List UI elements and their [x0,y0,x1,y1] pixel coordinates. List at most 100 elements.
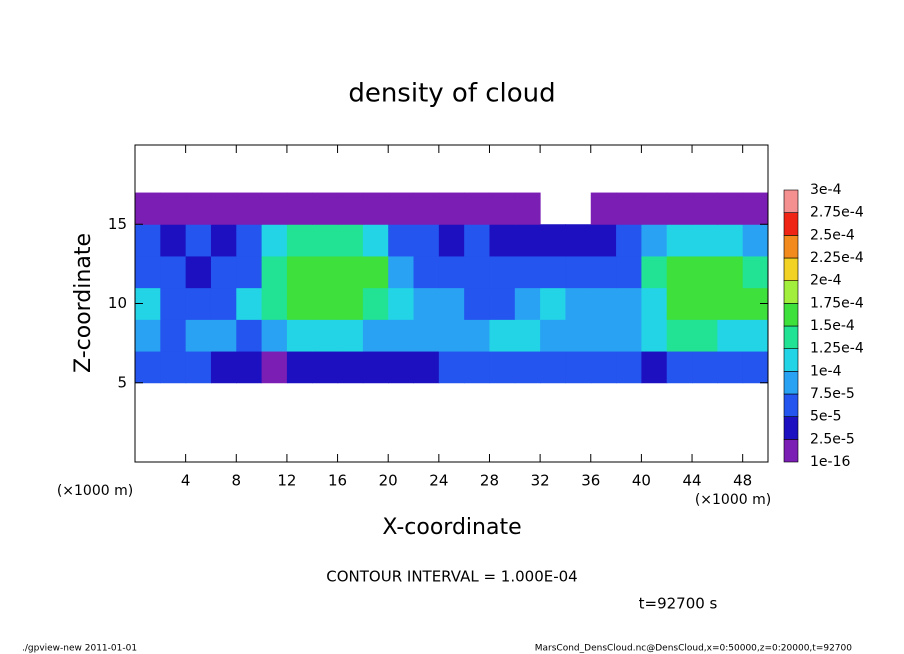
heat-cell [666,224,693,257]
footer-left: ./gpview-new 2011-01-01 [22,644,137,654]
heat-cell [160,192,187,225]
heat-cell [236,351,263,384]
heat-cell [540,224,566,257]
heat-cell [514,192,541,225]
heat-cell [540,319,566,352]
heat-cell [185,255,212,289]
heat-cell [362,319,389,352]
heat-cell [489,224,516,257]
x-axis-label: X-coordinate [382,515,521,540]
heat-cell [362,192,389,225]
heat-cell [464,224,490,257]
colorbar-label: 2e-4 [810,273,842,289]
heat-cell [185,351,212,384]
x-tick-label: 48 [733,472,752,490]
heat-cell [135,319,161,352]
heat-cell [742,255,769,289]
heat-cell [641,351,668,384]
heat-cell [210,351,237,384]
heat-cell [666,351,693,384]
heat-cell [135,351,161,384]
heat-cell [514,255,541,289]
colorbar-segment [783,303,799,327]
contour-note: CONTOUR INTERVAL = 1.000E-04 [326,568,577,586]
heat-cell [388,351,415,384]
x-unit-label: (×1000 m) [695,492,771,508]
x-tick-label: 28 [480,472,499,490]
heat-cell [540,351,566,384]
heat-cell [312,351,339,384]
heat-cell [337,319,364,352]
heat-cell [236,287,263,320]
x-tick-label: 40 [632,472,651,490]
heat-cell [362,287,389,320]
colorbar-segment [783,348,799,372]
heat-cell [185,319,212,352]
heat-cell [742,319,769,352]
heat-cell [261,192,288,225]
heat-cell [514,319,541,352]
heat-cell [286,192,313,225]
heat-cell [514,224,541,257]
heat-cell [362,351,389,384]
heat-cell [616,224,642,257]
x-tick-label: 12 [277,472,296,490]
colorbar-label: 1e-4 [810,363,842,379]
heat-cell [337,287,364,320]
heat-cell [261,351,288,384]
heat-cell [438,224,465,257]
colorbar-segment [783,416,799,440]
heat-cell [742,224,769,257]
heat-cell [388,224,415,257]
heat-cell [286,319,313,352]
heat-cell [312,319,339,352]
heat-cell [337,255,364,289]
heat-cell [185,287,212,320]
heat-cell [185,224,212,257]
heat-cell [337,192,364,225]
x-tick-label: 36 [581,472,600,490]
heat-cell [742,192,769,225]
heat-cell [717,351,744,384]
heat-cell [742,351,769,384]
heat-cell [413,351,440,384]
heat-cell [160,255,187,289]
heat-cell [489,192,516,225]
heat-cell [616,319,642,352]
heat-cell [666,255,693,289]
heat-cell [210,192,237,225]
colorbar-segment [783,257,799,281]
x-tick-label: 16 [328,472,347,490]
colorbar-label: 2.75e-4 [810,205,864,221]
heat-cell [135,192,161,225]
heat-cell [590,255,617,289]
x-tick-label: 44 [682,472,701,490]
heat-cell [413,255,440,289]
heat-cell [236,319,263,352]
heat-cell [160,287,187,320]
heat-cell [160,351,187,384]
heat-cell [413,224,440,257]
heat-cell [261,319,288,352]
heat-cell [362,224,389,257]
colorbar-label: 7.5e-5 [810,386,855,402]
heat-cell [692,319,718,352]
heat-cell [438,351,465,384]
heat-cell [464,255,490,289]
heat-cell [717,224,744,257]
heat-cell [160,224,187,257]
colorbar-segment [783,212,799,236]
x-tick-label: 8 [232,472,242,490]
heat-cell [590,224,617,257]
heat-cell [413,319,440,352]
heat-cell [489,287,516,320]
heat-cell [210,255,237,289]
heat-cell [641,319,668,352]
heat-cell [692,351,718,384]
heat-cell [616,192,642,225]
colorbar-label: 2.5e-5 [810,431,855,447]
heat-cell [438,319,465,352]
heat-cell [565,351,592,384]
heat-cell [185,192,212,225]
